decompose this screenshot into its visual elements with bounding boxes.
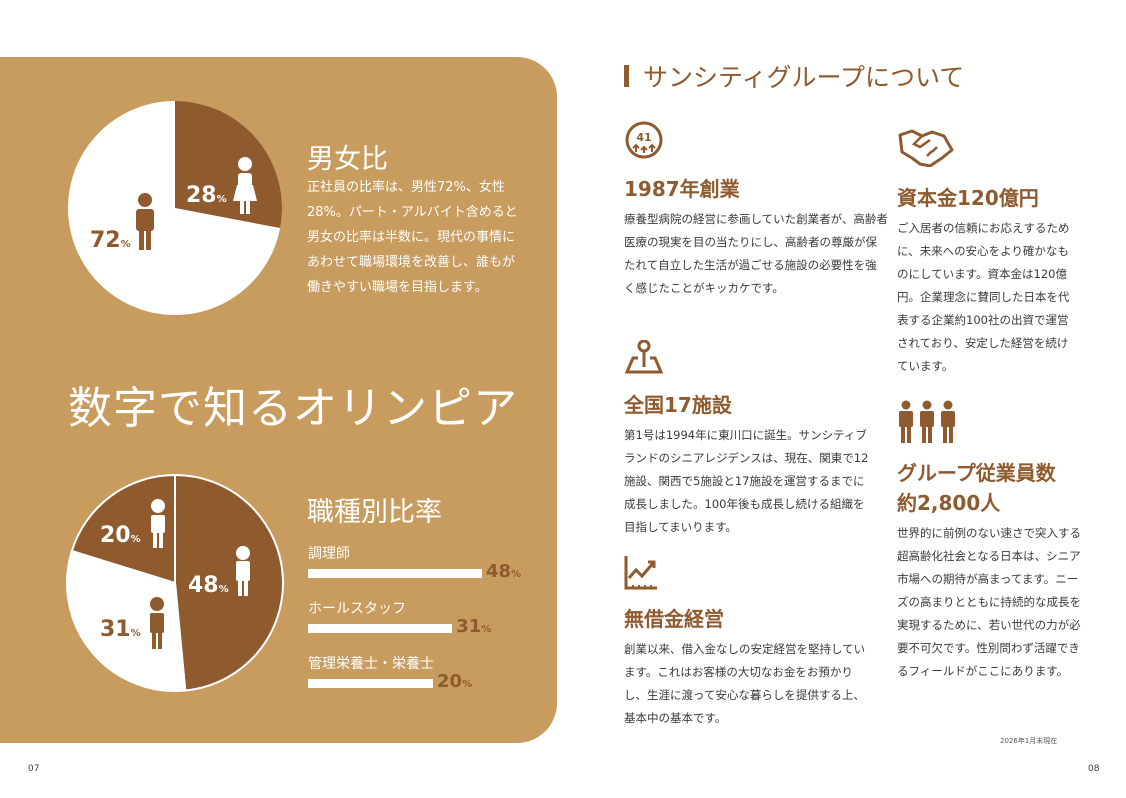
- bar-label: 管理栄養士・栄養士: [308, 656, 434, 672]
- item-text: 世界的に前例のない速さで突入する超高齢化社会となる日本は、シニア市場への期待が高…: [897, 526, 1081, 678]
- male-figure-icon: [136, 193, 154, 250]
- item-text: 第1号は1994年に東川口に誕生。サンシティブランドのシニアレジデンスは、現在、…: [624, 428, 869, 534]
- item-title: 全国17施設: [624, 393, 732, 417]
- svg-text:41: 41: [636, 131, 651, 144]
- title-mark: [624, 65, 629, 87]
- gender-pie-chart: [68, 101, 282, 315]
- male-percent: 72%: [90, 228, 131, 253]
- item-employees: グループ従業員数 約2,800人 世界的に前例のない速さで突入する超高齢化社会と…: [897, 400, 1081, 683]
- bar-label: ホールスタッフ: [308, 601, 406, 617]
- pie-slice-job-2: [70, 473, 176, 585]
- section-title: サンシティグループについて: [624, 58, 964, 94]
- item-title: 無借金経営: [624, 607, 724, 631]
- item-title: 1987年創業: [624, 177, 740, 201]
- as-of-note: 2026年1月末現在: [1000, 737, 1058, 745]
- pie-slice-job-1: [66, 549, 187, 692]
- job-pct-hall: 31%: [100, 617, 141, 642]
- item-founded: 41 1987年創業 療養型病院の経営に参画していた創業者が、高齢者医療の現実を…: [624, 120, 888, 300]
- page-number-left: 07: [28, 764, 40, 774]
- item-capital: 資本金120億円 ご入居者の信頼にお応えするために、未来への安心をより確かなもの…: [897, 127, 1077, 378]
- gender-text: 正社員の比率は、男性72%、女性28%。パート・アルバイト含めると男女の比率は半…: [307, 180, 518, 295]
- people-icon: [899, 400, 955, 443]
- map-pin-icon: [624, 339, 664, 374]
- headline: 数字で知るオリンピア: [68, 383, 518, 434]
- handshake-icon: [898, 129, 954, 168]
- bar-label: 調理師: [308, 546, 350, 562]
- bar-value: 20%: [437, 671, 473, 692]
- item-no-debt: 無借金経営 創業以来、借入金なしの安定経営を堅持しています。これはお客様の大切な…: [624, 556, 874, 730]
- pie-slice-job-0: [174, 473, 284, 692]
- anniversary-41-icon: 41: [625, 121, 663, 159]
- item-title: グループ従業員数: [897, 461, 1056, 485]
- bar-2: [308, 679, 433, 688]
- item-text: 療養型病院の経営に参画していた創業者が、高齢者医療の現実を目の当たりにし、高齢者…: [624, 212, 888, 295]
- gender-title: 男女比: [307, 144, 388, 175]
- section-title-text: サンシティグループについて: [643, 63, 965, 92]
- chef-figure-icon: [151, 499, 165, 548]
- bar-value: 31%: [456, 616, 492, 637]
- item-facilities: 全国17施設 第1号は1994年に東川口に誕生。サンシティブランドのシニアレジデ…: [624, 339, 874, 539]
- item-text: ご入居者の信頼にお応えするために、未来への安心をより確かなものにしています。資本…: [897, 221, 1070, 373]
- jobs-title: 職種別比率: [307, 497, 442, 528]
- page-number-right: 08: [1088, 764, 1100, 774]
- bar-value: 48%: [486, 561, 522, 582]
- job-pie-chart: [66, 473, 284, 692]
- job-pct-nutritionist: 20%: [100, 523, 141, 548]
- job-pct-cook: 48%: [188, 573, 229, 598]
- pie-slice-female: [175, 101, 282, 229]
- item-text: 創業以来、借入金なしの安定経営を堅持しています。これはお客様の大切なお金をお預か…: [624, 642, 866, 725]
- growth-chart-icon: [624, 556, 657, 590]
- cook-figure-icon: [236, 546, 250, 596]
- item-title-count: 約2,800人: [897, 491, 1001, 515]
- bar-0: [308, 569, 482, 578]
- female-figure-icon: [233, 157, 257, 214]
- female-percent: 28%: [186, 183, 227, 208]
- item-title: 資本金120億円: [897, 186, 1039, 210]
- staff-figure-icon: [150, 597, 164, 649]
- bar-1: [308, 624, 453, 633]
